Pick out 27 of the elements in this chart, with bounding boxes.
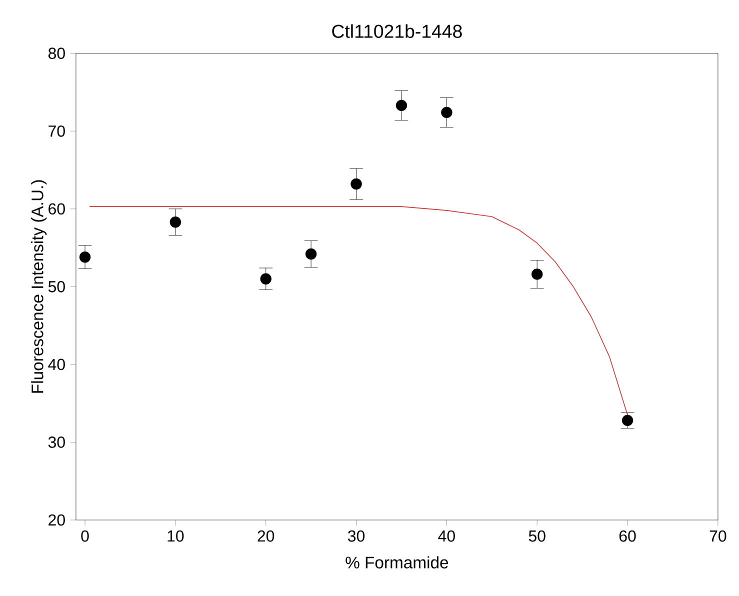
x-tick-label: 10 [168,530,184,542]
point [170,216,182,228]
point [350,178,362,190]
point [532,268,543,280]
point [305,248,317,260]
x-tick-label: 60 [619,530,636,542]
y-tick-label: 20 [48,514,65,526]
x-tick-label: 0 [81,530,89,542]
point [396,100,408,112]
x-axis-title: % Formamide [346,556,448,568]
x-tick-label: 20 [258,530,274,542]
point [441,106,452,118]
y-tick-label: 80 [48,48,65,59]
x-tick-label: 50 [528,530,546,542]
y-tick-label: 50 [48,281,65,292]
y-tick-label: 60 [48,203,65,215]
y-tick-label: 40 [48,358,65,370]
x-tick-label: 40 [438,530,455,542]
y-tick-label: 30 [48,436,65,448]
point [79,252,91,263]
chart-title: Ctl11021b-1448 [332,24,462,38]
x-tick-label: 70 [710,530,726,542]
point [622,414,634,426]
x-tick-label: 30 [348,530,365,542]
point [260,273,272,284]
y-axis-title: Fluorescence Intensity (A.U.) [31,180,47,393]
y-tick-label: 70 [48,125,65,137]
